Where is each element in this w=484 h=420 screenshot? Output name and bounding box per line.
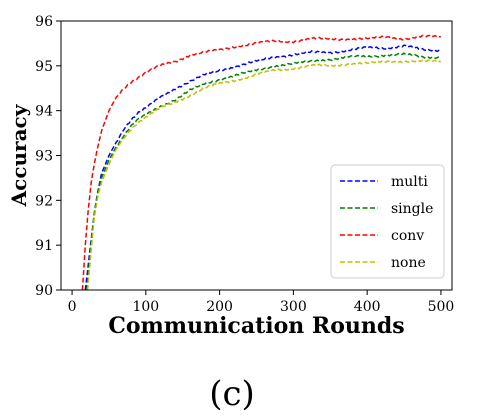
y-tick-label: 90	[35, 283, 53, 299]
y-tick-label: 93	[35, 149, 53, 165]
y-tick-label: 91	[35, 238, 53, 254]
x-axis-title: Communication Rounds	[108, 313, 404, 339]
legend-label-single: single	[391, 201, 433, 217]
x-tick-label: 300	[280, 299, 307, 315]
ticks-layer: 0 100 200 300 400 500 90 91 92 93 94 95 96	[35, 14, 454, 315]
legend-label-none: none	[391, 255, 426, 271]
x-tick-label: 100	[132, 299, 159, 315]
figure-caption: (c)	[209, 374, 255, 414]
x-tick-label: 200	[206, 299, 233, 315]
series-line-single	[86, 52, 441, 290]
x-tick-label: 0	[68, 299, 77, 315]
y-tick-label: 92	[35, 193, 53, 209]
legend-label-multi: multi	[391, 174, 428, 190]
series-line-none	[86, 59, 441, 290]
series-line-conv	[81, 34, 441, 290]
legend-box	[330, 164, 445, 279]
legend: multi single conv none	[330, 164, 445, 279]
legend-label-conv: conv	[391, 228, 424, 244]
y-axis-title: Accuracy	[7, 103, 31, 207]
series-line-multi	[84, 44, 441, 290]
x-tick-label: 400	[354, 299, 381, 315]
series-layer	[81, 34, 441, 290]
y-tick-label: 96	[35, 14, 53, 30]
x-tick-label: 500	[428, 299, 455, 315]
y-tick-label: 95	[35, 59, 53, 75]
y-tick-label: 94	[35, 104, 53, 120]
